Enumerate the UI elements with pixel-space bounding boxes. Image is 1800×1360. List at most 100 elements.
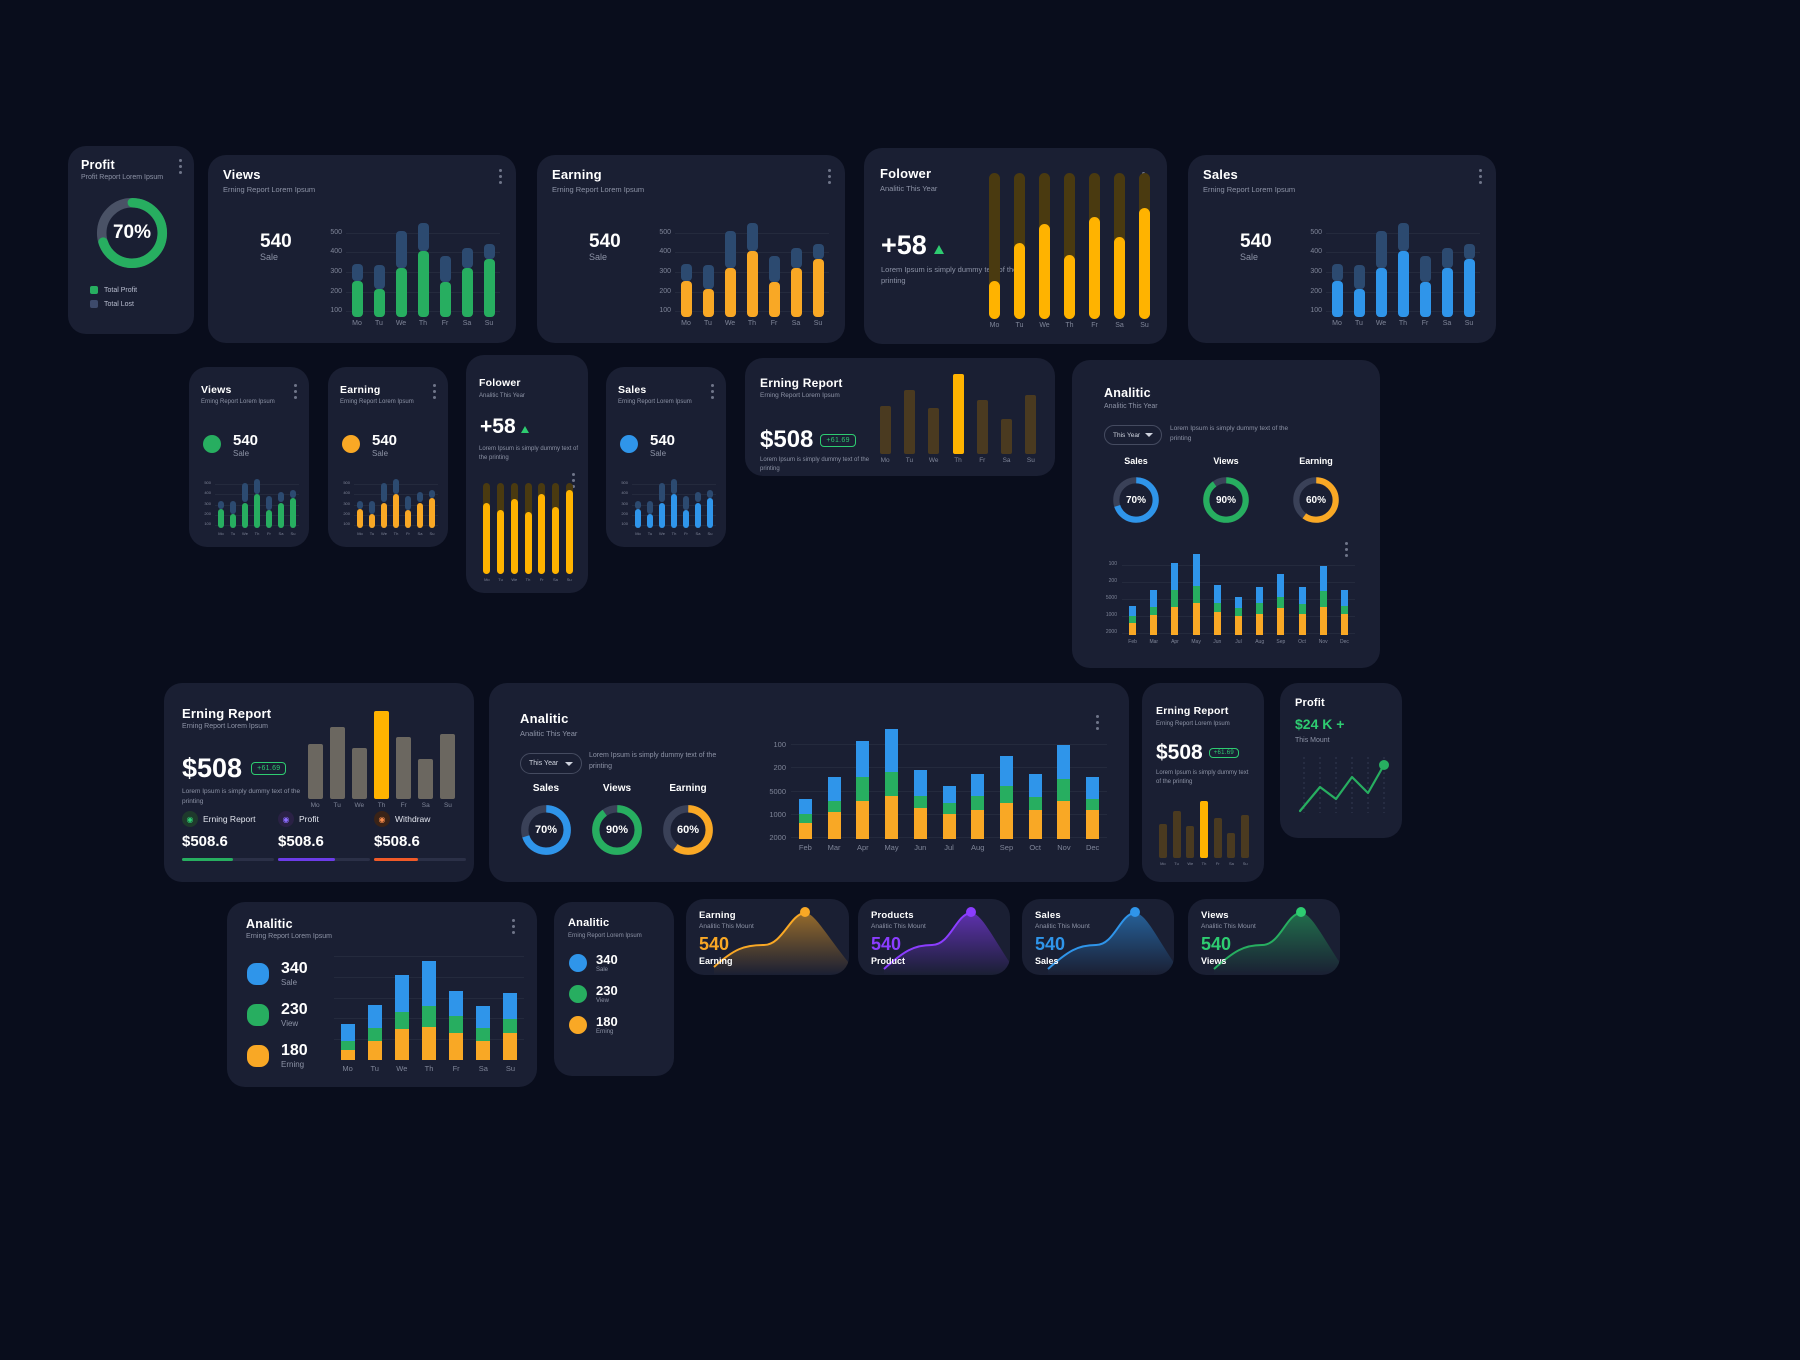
ring-value: 90% [605,824,629,836]
card-menu-icon[interactable] [179,159,182,174]
pill-fill [1139,208,1150,319]
bar [1001,418,1013,454]
metric-swatch-icon [342,435,360,453]
card-description: Lorem Ipsum is simply dummy text of the … [1170,425,1289,442]
card-title: Analitic [1104,386,1151,400]
x-axis-label: Tu [704,320,712,327]
card-menu-icon[interactable] [1479,169,1482,184]
x-axis-label: Mo [1332,320,1342,327]
stat-withdraw: ◉ Withdraw $508.6 [374,811,466,861]
bar-sale [1375,268,1387,317]
pill-track [989,173,1000,319]
x-axis-label: Tu [333,802,341,809]
erning-value: $508 [1156,741,1203,764]
card-menu-icon[interactable] [711,384,714,399]
x-axis-label: Sa [1228,861,1234,866]
bar-sale [1397,250,1409,317]
bar-segment [1319,607,1327,635]
x-axis-label: We [395,320,407,327]
metric-value: 540 [1240,231,1272,252]
card-title: Folower [880,166,932,181]
bar-segment [1028,810,1042,839]
card-menu-icon[interactable] [572,473,575,488]
bar-segment [503,993,518,1019]
ring-chart: 90% [589,802,645,858]
card-menu-icon[interactable] [294,384,297,399]
views-area-chart [1213,907,1340,975]
card-subtitle: Erning Report Lorem Ipsum [1203,185,1296,194]
folower-bar-chart: Mo Tu We Th Fr Sa Su [982,173,1157,333]
bar-sale [405,509,411,528]
bar-lost [266,496,272,510]
x-axis-label: Fr [539,577,544,582]
card-menu-icon[interactable] [828,169,831,184]
bar-segment [1235,596,1242,609]
x-axis-label: Sep [1276,639,1286,645]
ring-value: 70% [1125,494,1146,506]
legend-label: Total Profit [104,286,138,294]
bar-segment [1235,616,1242,635]
bar-sale [671,493,677,528]
bar-sale [254,493,260,528]
bar-segment [856,741,870,778]
bar-lost [373,265,385,290]
y-axis-tick: 300 [330,267,342,275]
metric-caption: Sale [589,252,608,262]
card-title: Erning Report [760,376,843,390]
bar-lost [381,483,387,503]
erning-report-mid-card: Erning Report Erning Report Lorem Ipsum … [745,358,1055,476]
analitic-bottom-stacked-chart: Mo Tu We Th Fr Sa Su [334,956,524,1074]
x-axis-label: Mo [484,577,490,582]
card-menu-icon[interactable] [512,919,515,934]
bar-lost [1397,222,1409,251]
x-axis-label: Fr [267,531,271,536]
x-axis-label: We [354,802,365,809]
bar-lost [680,264,692,281]
y-axis-tick: 300 [1310,267,1322,275]
x-axis-label: Su [484,320,494,327]
metric-swatch-icon [203,435,221,453]
card-menu-icon[interactable] [1345,542,1348,557]
x-axis-label: May [884,843,899,852]
legend-label: Erning [596,1029,614,1035]
y-axis-tick: 300 [204,500,211,506]
mount-value: 540 [871,934,902,954]
x-axis-label: Mo [218,531,224,536]
chart-gridline [1122,565,1355,566]
card-title: Earning [699,910,736,921]
bar-segment [913,770,927,796]
bar-segment [1298,613,1306,635]
bar-sale [439,281,451,317]
bar-segment [1192,603,1200,635]
ring-chart: 70% [518,802,574,858]
x-axis-label: Fr [452,1064,460,1073]
card-menu-icon[interactable] [499,169,502,184]
bar [374,711,389,799]
stat-label: Profit [299,814,319,824]
card-menu-icon[interactable] [433,384,436,399]
products-area-chart [883,907,1010,975]
period-select[interactable]: This Year [1104,425,1162,445]
bar-segment [1129,623,1137,635]
x-axis-label: Sa [552,577,558,582]
card-menu-icon[interactable] [1096,715,1099,730]
card-subtitle: Analitic This Year [520,729,578,738]
chevron-down-icon [1145,433,1153,437]
period-select[interactable]: This Year [520,753,582,774]
bar [418,758,434,799]
x-axis-label: Tu [498,577,503,582]
bar-sale [659,502,665,528]
ring-label: Views [602,783,632,794]
earning-mount-card: Earning Analitic This Mount 540 Earning [686,899,849,975]
x-axis-label: Su [1140,322,1149,329]
y-axis-tick: 500 [204,480,211,486]
folower-value: +58 [480,415,516,438]
ring-chart: 90% [1200,474,1252,526]
ring-label: Sales [532,783,560,794]
pill-fill [1014,243,1025,319]
card-subtitle: Analitic This Year [880,184,938,193]
y-axis-tick: 200 [1310,287,1322,295]
bar-segment [367,1027,382,1041]
bar-sale [680,280,692,317]
y-axis-tick: 400 [1310,248,1322,256]
